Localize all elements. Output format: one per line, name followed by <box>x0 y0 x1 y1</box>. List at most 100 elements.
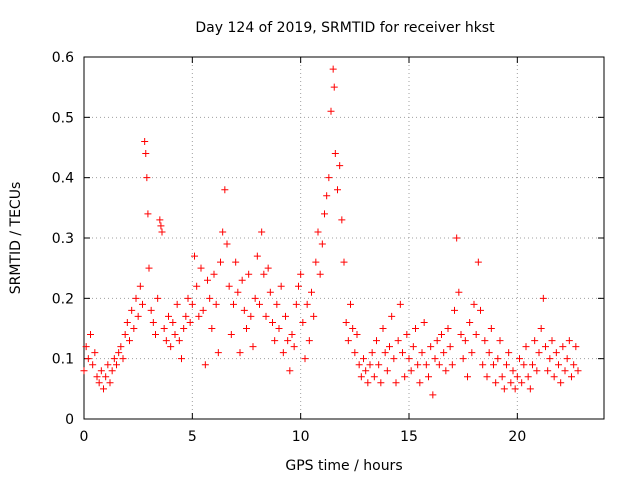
data-point <box>273 300 281 308</box>
data-point <box>429 391 437 399</box>
data-point <box>379 325 387 332</box>
data-point <box>284 337 292 345</box>
data-point <box>349 325 357 332</box>
data-point <box>108 367 116 375</box>
data-point <box>496 337 504 345</box>
data-point <box>89 361 97 369</box>
y-tick-label: 0.6 <box>52 50 74 66</box>
data-point <box>169 318 177 326</box>
data-point <box>533 367 541 375</box>
data-point <box>386 343 393 351</box>
data-point <box>487 325 495 332</box>
data-point <box>245 270 253 278</box>
data-point <box>474 258 482 266</box>
data-point <box>149 318 157 326</box>
data-point <box>165 312 172 320</box>
data-point <box>559 343 567 351</box>
data-point <box>316 270 324 278</box>
y-tick-label: 0.2 <box>52 291 74 307</box>
x-axis-label: GPS time / hours <box>285 458 402 474</box>
y-tick-label: 0.1 <box>52 352 74 368</box>
y-axis-label: SRMTID / TECUs <box>8 182 24 295</box>
data-point <box>524 373 532 381</box>
grid-lines <box>84 57 604 419</box>
data-point <box>221 186 229 194</box>
data-point <box>253 252 261 260</box>
data-point <box>288 331 296 339</box>
data-point <box>115 349 123 357</box>
data-point <box>147 306 155 314</box>
data-point <box>375 361 383 369</box>
data-point <box>516 355 523 363</box>
data-point <box>277 282 285 290</box>
data-point <box>448 361 456 369</box>
data-point <box>171 331 179 339</box>
data-point <box>531 337 539 345</box>
data-point <box>453 234 461 242</box>
data-point <box>113 361 120 369</box>
data-point <box>377 379 385 387</box>
data-point <box>167 343 175 351</box>
data-point <box>494 355 502 363</box>
data-point <box>360 355 367 363</box>
data-point <box>468 349 476 357</box>
data-point <box>435 361 443 369</box>
data-point <box>364 379 372 387</box>
data-point <box>80 367 88 375</box>
data-point <box>110 355 118 363</box>
data-point <box>425 373 432 381</box>
data-point <box>206 294 214 302</box>
data-point <box>351 349 359 357</box>
data-point <box>128 306 136 314</box>
data-point <box>303 300 311 308</box>
data-point <box>134 312 142 320</box>
data-point <box>275 325 283 332</box>
data-point <box>420 318 428 326</box>
data-point <box>154 294 162 302</box>
data-point <box>217 258 224 266</box>
y-tick-label: 0.4 <box>52 171 74 187</box>
data-point <box>297 270 305 278</box>
data-point <box>503 361 510 369</box>
data-point <box>143 174 151 182</box>
data-point <box>565 337 573 345</box>
data-point <box>407 367 415 375</box>
data-point <box>394 337 402 345</box>
x-tick-label: 15 <box>400 429 418 445</box>
data-point <box>139 300 146 308</box>
data-point <box>368 349 376 357</box>
data-point <box>238 276 246 284</box>
data-point <box>347 300 354 308</box>
data-point <box>422 361 430 369</box>
x-tick-label: 5 <box>188 429 197 445</box>
data-point <box>260 270 268 278</box>
data-point <box>485 349 493 357</box>
data-point <box>455 288 463 296</box>
data-point <box>197 264 205 272</box>
data-point <box>555 361 562 369</box>
data-point <box>552 349 560 357</box>
data-point <box>212 300 220 308</box>
data-point <box>403 331 411 339</box>
data-point <box>388 312 396 320</box>
data-point <box>312 258 320 266</box>
data-point <box>247 312 255 320</box>
data-point <box>91 349 99 357</box>
data-point <box>93 373 101 381</box>
data-point <box>301 355 309 363</box>
data-point <box>440 349 448 357</box>
data-point <box>526 385 534 393</box>
data-point <box>396 300 404 308</box>
data-point <box>327 107 335 115</box>
data-point <box>295 282 302 290</box>
x-tick-label: 10 <box>292 429 310 445</box>
data-point <box>481 337 489 345</box>
data-point <box>438 331 445 339</box>
data-point <box>214 349 222 357</box>
data-point <box>106 379 114 387</box>
data-point <box>136 282 144 290</box>
data-point <box>529 361 536 369</box>
data-point <box>340 258 348 266</box>
data-point <box>323 192 331 200</box>
data-point <box>314 228 322 236</box>
